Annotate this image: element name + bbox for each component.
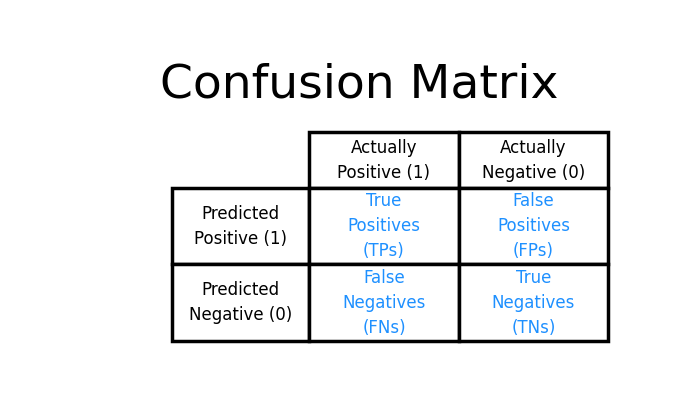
Text: Actually
Negative (0): Actually Negative (0): [482, 139, 585, 182]
Text: Actually
Positive (1): Actually Positive (1): [337, 139, 430, 182]
Text: True
Negatives
(TNs): True Negatives (TNs): [492, 268, 575, 336]
Bar: [458, 132, 608, 188]
Bar: [309, 264, 458, 341]
Text: Confusion Matrix: Confusion Matrix: [160, 62, 558, 107]
Text: Predicted
Positive (1): Predicted Positive (1): [194, 205, 287, 248]
Bar: [172, 188, 309, 264]
Bar: [458, 264, 608, 341]
Text: False
Positives
(FPs): False Positives (FPs): [497, 192, 570, 261]
Bar: [458, 188, 608, 264]
Bar: [309, 132, 458, 188]
Text: True
Positives
(TPs): True Positives (TPs): [347, 192, 421, 261]
Bar: [172, 264, 309, 341]
Text: Predicted
Negative (0): Predicted Negative (0): [189, 281, 292, 324]
Text: False
Negatives
(FNs): False Negatives (FNs): [342, 268, 426, 336]
Bar: [309, 188, 458, 264]
